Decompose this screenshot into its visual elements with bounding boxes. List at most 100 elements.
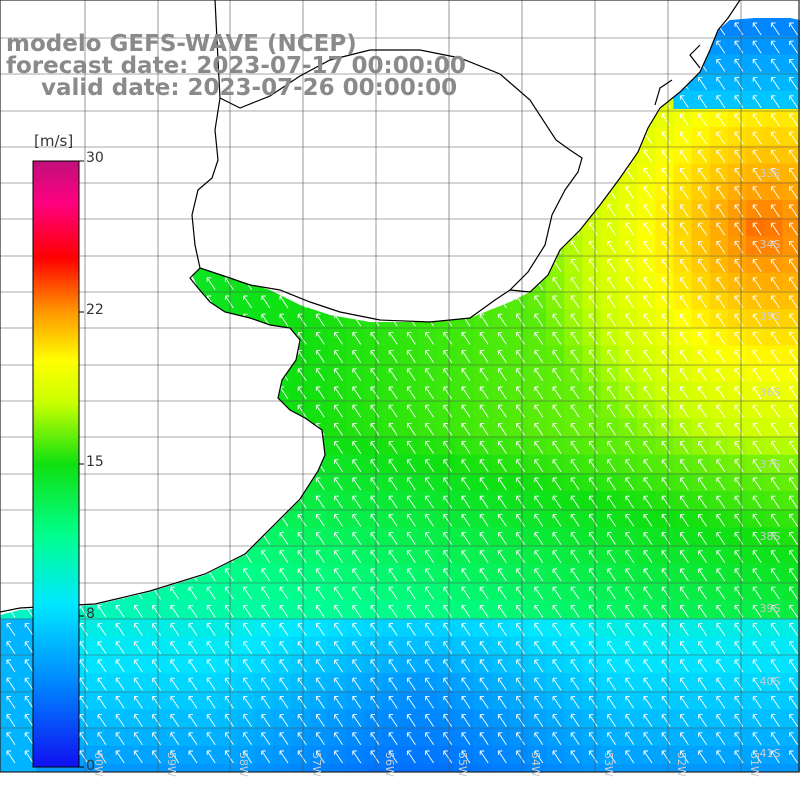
- speed-cell: [345, 109, 365, 128]
- speed-cell: [345, 236, 365, 256]
- speed-cell: [509, 145, 529, 165]
- wind-arrow: [607, 459, 616, 473]
- wind-arrow: [352, 240, 362, 254]
- wind-arrow: [443, 477, 453, 491]
- wind-arrow: [388, 732, 398, 746]
- wind-arrow: [443, 641, 453, 655]
- wind-arrow: [261, 677, 271, 691]
- wind-arrow: [188, 331, 198, 345]
- wind-arrow: [170, 677, 180, 691]
- wind-arrow: [152, 368, 161, 382]
- wind-arrow: [388, 204, 398, 218]
- speed-cell: [400, 18, 420, 37]
- wind-arrow: [388, 532, 398, 545]
- speed-cell: [127, 127, 147, 146]
- wind-arrow: [789, 459, 798, 473]
- speed-cell: [582, 18, 602, 37]
- speed-cell: [527, 145, 547, 165]
- speed-cell: [0, 272, 19, 292]
- wind-arrow: [461, 568, 471, 582]
- wind-arrow: [752, 259, 762, 272]
- speed-cell: [618, 764, 638, 772]
- wind-arrow: [261, 641, 271, 655]
- wind-arrow: [789, 714, 798, 727]
- wind-arrow: [570, 441, 580, 454]
- wind-arrow: [6, 532, 16, 545]
- wind-arrow: [97, 441, 107, 454]
- wind-arrow: [170, 240, 180, 254]
- wind-arrow: [133, 677, 143, 691]
- wind-arrow: [352, 677, 362, 691]
- wind-arrow: [224, 313, 234, 327]
- speed-cell: [455, 218, 474, 237]
- wind-arrow: [261, 695, 271, 709]
- wind-arrow: [588, 131, 598, 145]
- wind-arrow: [789, 331, 798, 345]
- wind-arrow: [734, 404, 744, 418]
- wind-arrow: [79, 404, 89, 418]
- wind-arrow: [607, 277, 616, 291]
- wind-arrow: [115, 422, 125, 436]
- wind-arrow: [370, 732, 380, 746]
- wind-arrow: [497, 586, 507, 600]
- wind-arrow: [461, 404, 471, 418]
- speed-cell: [273, 218, 292, 237]
- wind-arrow: [425, 714, 434, 727]
- speed-cell: [309, 764, 329, 772]
- wind-arrow: [552, 368, 562, 382]
- wind-arrow: [716, 695, 726, 709]
- wind-arrow: [224, 441, 234, 454]
- wind-arrow: [370, 295, 380, 309]
- wind-arrow: [97, 550, 107, 564]
- speed-cell: [0, 400, 19, 419]
- speed-cell: [218, 382, 238, 401]
- speed-cell: [145, 236, 165, 256]
- wind-arrow: [770, 714, 780, 727]
- speed-cell: [163, 327, 183, 347]
- wind-arrow: [297, 550, 307, 564]
- wind-arrow: [461, 532, 471, 545]
- speed-cell: [637, 90, 656, 110]
- wind-arrow: [679, 532, 689, 545]
- wind-arrow: [297, 677, 307, 691]
- speed-cell: [418, 291, 438, 310]
- wind-arrow: [461, 386, 471, 400]
- wind-arrow: [152, 277, 161, 291]
- speed-cell: [673, 764, 693, 772]
- speed-cell: [254, 218, 274, 237]
- wind-arrow: [698, 368, 707, 382]
- speed-cell: [200, 145, 219, 165]
- wind-arrow: [552, 695, 562, 709]
- wind-arrow: [752, 677, 762, 691]
- wind-arrow: [188, 659, 198, 673]
- wind-arrow: [588, 404, 598, 418]
- wind-arrow: [698, 95, 707, 109]
- wind-arrow: [352, 641, 362, 655]
- wind-arrow: [6, 168, 16, 181]
- wind-arrow: [115, 168, 125, 181]
- wind-arrow: [497, 695, 507, 709]
- wind-arrow: [516, 495, 525, 509]
- wind-arrow: [224, 659, 234, 673]
- wind-arrow: [734, 204, 744, 218]
- wind-arrow: [152, 404, 161, 418]
- wind-arrow: [789, 659, 798, 673]
- wind-arrow: [188, 295, 198, 309]
- wind-arrow: [224, 750, 234, 764]
- speed-cell: [527, 18, 547, 37]
- speed-cell: [273, 163, 292, 183]
- speed-cell: [127, 345, 147, 365]
- speed-cell: [382, 163, 401, 183]
- wind-arrow: [6, 240, 16, 254]
- wind-arrow: [443, 259, 453, 272]
- wind-arrow: [188, 532, 198, 545]
- wind-arrow: [133, 259, 143, 272]
- speed-cell: [600, 163, 620, 183]
- wind-arrow: [625, 350, 635, 363]
- wind-arrow: [479, 58, 489, 72]
- wind-arrow: [334, 495, 343, 509]
- speed-cell: [0, 109, 19, 128]
- wind-arrow: [534, 641, 544, 655]
- speed-cell: [145, 200, 165, 219]
- wind-arrow: [479, 659, 489, 673]
